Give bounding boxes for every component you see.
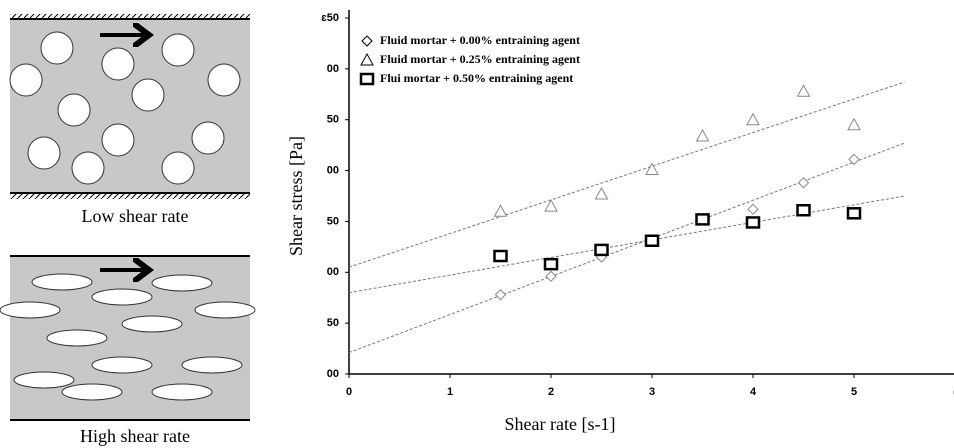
x-tick-label: 4 bbox=[750, 386, 757, 398]
point bbox=[747, 203, 759, 215]
point bbox=[594, 186, 609, 200]
legend-label: Flui mortar + 0.50% entraining agent bbox=[380, 71, 573, 85]
y-axis-label: Shear stress [Pa] bbox=[286, 136, 306, 256]
trend-line bbox=[348, 142, 905, 354]
y-tick-label: ɛ50 bbox=[321, 12, 339, 24]
chart: Shear rate [s-1] Shear stress [Pa] 00500… bbox=[286, 10, 954, 434]
point bbox=[544, 199, 558, 212]
x-tick-label: 1 bbox=[447, 386, 453, 398]
y-tick-label: 50 bbox=[327, 215, 339, 227]
y-tick-label: 00 bbox=[327, 63, 339, 75]
point bbox=[796, 203, 811, 217]
point bbox=[797, 177, 810, 189]
x-tick-label: 2 bbox=[548, 386, 554, 398]
y-tick-label: 00 bbox=[327, 164, 339, 176]
y-tick-label: 00 bbox=[327, 266, 339, 278]
point bbox=[847, 117, 861, 131]
low-shear-diagram bbox=[9, 14, 250, 199]
legend-marker bbox=[360, 52, 374, 66]
point bbox=[746, 112, 760, 126]
point bbox=[745, 216, 761, 229]
point bbox=[493, 204, 508, 217]
point bbox=[494, 288, 507, 301]
y-tick-label: 00 bbox=[327, 368, 339, 380]
low-shear-label: Low shear rate bbox=[82, 206, 189, 226]
point bbox=[848, 153, 860, 166]
point bbox=[695, 128, 710, 142]
point bbox=[594, 243, 609, 257]
legend-label: Fluid mortar + 0.25% entraining agent bbox=[380, 52, 580, 66]
legend-marker bbox=[359, 72, 375, 86]
point bbox=[493, 249, 508, 263]
legend-marker bbox=[361, 35, 373, 47]
point bbox=[846, 207, 862, 220]
high-shear-label: High shear rate bbox=[80, 426, 190, 446]
x-axis-label: Shear rate [s-1] bbox=[505, 414, 616, 434]
high-shear-diagram bbox=[0, 255, 256, 421]
x-tick-label: 5 bbox=[851, 386, 857, 398]
trend-line bbox=[348, 195, 905, 294]
point bbox=[644, 234, 660, 248]
y-tick-label: 50 bbox=[327, 317, 339, 329]
point bbox=[695, 213, 710, 226]
x-tick-label: 3 bbox=[649, 386, 655, 398]
point bbox=[645, 162, 659, 176]
point bbox=[796, 84, 811, 97]
point bbox=[545, 270, 557, 283]
y-tick-label: 50 bbox=[327, 114, 339, 126]
point bbox=[543, 257, 559, 271]
x-tick-label: 0 bbox=[346, 386, 352, 398]
legend-label: Fluid mortar + 0.00% entraining agent bbox=[380, 33, 580, 47]
trend-line bbox=[348, 81, 905, 268]
